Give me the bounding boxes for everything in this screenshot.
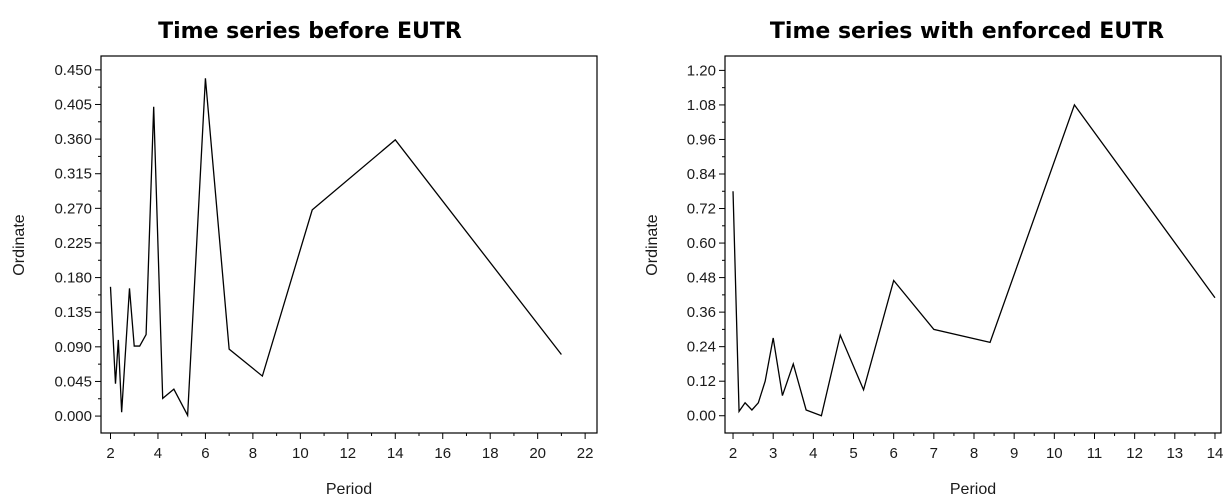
y-tick-label: 0.135 [54, 304, 92, 321]
x-tick-label: 9 [1010, 445, 1018, 462]
x-tick-label: 3 [769, 445, 777, 462]
y-axis: 0.00 0.12 0.24 0.36 0.48 0.60 0.72 0.84 0.96 1.08… [687, 62, 725, 425]
y-axis-label: Ordinate [644, 214, 661, 275]
x-tick-label: 7 [930, 445, 938, 462]
x-tick-label: 6 [890, 445, 898, 462]
series-line [109, 78, 562, 418]
x-axis: 2 4 6 8 10 12 14 16 18 20 22 [106, 433, 593, 462]
y-tick-label: 0.405 [54, 96, 92, 113]
x-axis-label: Period [950, 481, 996, 498]
y-tick-label: 0.24 [687, 339, 716, 356]
y-tick-label: 0.12 [687, 373, 716, 390]
x-tick-label: 13 [1166, 445, 1183, 462]
y-tick-label: 0.180 [54, 270, 92, 287]
y-tick-label: 0.60 [687, 235, 716, 252]
x-tick-label: 12 [339, 445, 356, 462]
y-tick-label: 1.08 [687, 97, 716, 114]
x-tick-label: 18 [482, 445, 499, 462]
chart-title: Time series before EUTR [158, 19, 462, 44]
x-tick-label: 10 [1046, 445, 1063, 462]
y-axis: 0.000 0.045 0.090 0.135 0.180 0.225 0.270 0.315… [54, 62, 101, 425]
y-axis-label: Ordinate [11, 214, 28, 275]
y-tick-label: 0.84 [687, 166, 716, 183]
y-tick-label: 0.450 [54, 62, 92, 79]
x-tick-label: 12 [1126, 445, 1143, 462]
y-tick-label: 0.045 [54, 373, 92, 390]
y-tick-label: 0.72 [687, 201, 716, 218]
x-tick-label: 4 [809, 445, 817, 462]
x-tick-label: 4 [154, 445, 162, 462]
chart-with-enforced-eutr: Time series with enforced EUTR 0.000.120… [644, 19, 1223, 498]
plot-frame [724, 55, 1222, 434]
x-tick-label: 6 [201, 445, 209, 462]
y-tick-label: 0.36 [687, 304, 716, 321]
y-tick-label: 0.315 [54, 166, 92, 183]
y-tick-label: 0.48 [687, 270, 716, 287]
x-tick-label: 20 [529, 445, 546, 462]
y-tick-label: 0.96 [687, 131, 716, 148]
x-tick-label: 2 [729, 445, 737, 462]
y-tick-label: 0.225 [54, 235, 92, 252]
x-tick-label: 2 [106, 445, 114, 462]
y-tick-label: 0.360 [54, 131, 92, 148]
y-tick-label: 0.090 [54, 339, 92, 356]
plot-frame [100, 55, 598, 434]
x-axis: 2 3 4 5 6 7 8 9 10 11 12 13 14 [729, 433, 1223, 462]
y-tick-label: 0.00 [687, 408, 716, 425]
x-tick-label: 22 [577, 445, 594, 462]
x-tick-label: 14 [1207, 445, 1224, 462]
x-tick-label: 11 [1087, 445, 1103, 462]
series-line [732, 103, 1216, 417]
x-tick-label: 16 [434, 445, 451, 462]
y-tick-label: 1.20 [687, 62, 716, 79]
chart-before-eutr: Time series before EUTR 0.0000.0450.0900… [11, 19, 598, 498]
x-axis-label: Period [326, 481, 372, 498]
chart-title: Time series with enforced EUTR [770, 19, 1164, 44]
x-tick-label: 5 [849, 445, 857, 462]
x-tick-label: 8 [249, 445, 257, 462]
x-tick-label: 8 [970, 445, 978, 462]
y-tick-label: 0.270 [54, 200, 92, 217]
x-tick-label: 14 [387, 445, 404, 462]
x-tick-label: 10 [292, 445, 309, 462]
y-tick-label: 0.000 [54, 408, 92, 425]
